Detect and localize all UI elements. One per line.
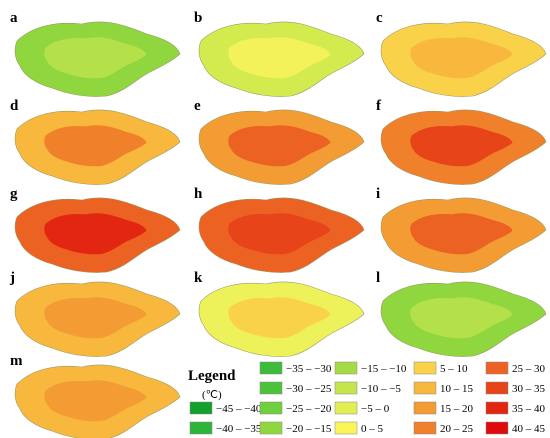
legend-swatch — [259, 421, 283, 435]
panel-label: j — [9, 270, 15, 286]
legend-label: 0 – 5 — [361, 423, 384, 435]
panel-label: h — [194, 186, 203, 202]
panel-label: d — [10, 98, 19, 114]
legend-label: 35 – 40 — [512, 403, 546, 415]
panel-label: i — [376, 186, 380, 202]
legend-swatch — [334, 381, 358, 395]
panel-label: b — [194, 10, 202, 26]
basin — [44, 125, 147, 167]
legend-swatch — [334, 361, 358, 375]
legend-label: −35 – −30 — [286, 363, 332, 375]
legend-label: 25 – 30 — [512, 363, 546, 375]
legend-swatch — [189, 421, 213, 435]
map-panel — [198, 109, 365, 185]
legend-swatch — [259, 361, 283, 375]
panel-label: k — [194, 270, 203, 286]
panel-label: c — [376, 10, 383, 26]
legend-label: −25 – −20 — [286, 403, 332, 415]
panel-label: e — [194, 98, 201, 114]
map-panel — [380, 109, 547, 185]
legend-label: −45 – −40 — [216, 403, 262, 415]
legend-swatch — [189, 401, 213, 415]
map-panel — [14, 197, 181, 273]
panel-label: f — [376, 98, 382, 114]
basin — [44, 213, 147, 255]
basin — [410, 213, 513, 255]
panel-label: g — [10, 186, 18, 202]
legend-label: −10 – −5 — [361, 383, 401, 395]
legend-swatch — [413, 381, 437, 395]
legend-label: 20 – 25 — [440, 423, 474, 435]
basin — [44, 297, 147, 339]
panel-label: m — [10, 353, 23, 369]
legend-swatch — [485, 361, 509, 375]
legend-label: −15 – −10 — [361, 363, 407, 375]
legend-swatch — [413, 421, 437, 435]
basin — [228, 213, 331, 255]
basin — [228, 37, 331, 79]
legend-swatch — [413, 401, 437, 415]
map-panel — [14, 21, 181, 97]
legend-label: 40 – 45 — [512, 423, 546, 435]
legend-label: 5 – 10 — [440, 363, 468, 375]
basin — [44, 380, 147, 422]
basin — [410, 37, 513, 79]
basin — [410, 297, 513, 339]
map-panel — [380, 197, 547, 273]
legend-label: −40 – −35 — [216, 423, 262, 435]
basin — [44, 37, 147, 79]
map-panel — [14, 364, 181, 438]
basin — [228, 297, 331, 339]
legend-unit: (℃) — [202, 389, 222, 401]
map-panel — [380, 21, 547, 97]
legend-swatch — [259, 401, 283, 415]
legend-title: Legend — [188, 368, 236, 384]
legend-swatch — [413, 361, 437, 375]
legend-swatch — [485, 381, 509, 395]
legend-swatch — [485, 401, 509, 415]
map-panel — [198, 281, 365, 357]
map-panel — [14, 281, 181, 357]
map-panel — [198, 197, 365, 273]
legend-label: −5 – 0 — [361, 403, 390, 415]
legend-label: 15 – 20 — [440, 403, 474, 415]
legend-swatch — [334, 401, 358, 415]
map-panel — [380, 281, 547, 357]
map-panel — [14, 109, 181, 185]
legend-label: 10 – 15 — [440, 383, 474, 395]
legend-label: 30 – 35 — [512, 383, 546, 395]
legend-label: −20 – −15 — [286, 423, 332, 435]
legend-swatch — [485, 421, 509, 435]
panel-label: a — [10, 10, 18, 26]
legend-swatch — [334, 421, 358, 435]
basin — [410, 125, 513, 167]
basin — [228, 125, 331, 167]
legend-swatch — [259, 381, 283, 395]
panel-label: l — [376, 270, 380, 286]
legend-label: −30 – −25 — [286, 383, 332, 395]
map-panel — [198, 21, 365, 97]
